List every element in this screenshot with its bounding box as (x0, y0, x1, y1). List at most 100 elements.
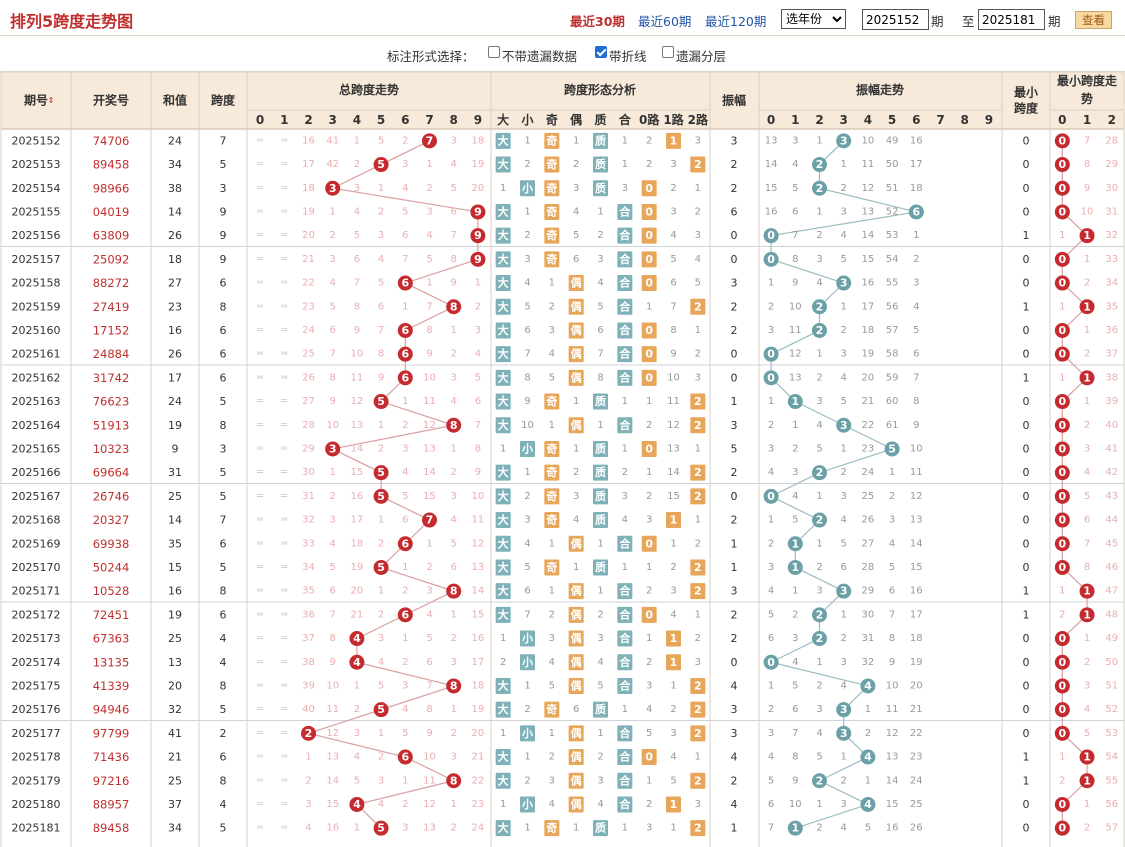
shape-badge-text: 大 (498, 607, 509, 621)
amp-ball-digit: 0 (767, 490, 775, 503)
shape-badge-text: 2 (694, 395, 702, 408)
amp-miss-value: 11 (886, 704, 899, 715)
sum-cell: 25 (168, 774, 182, 787)
span-cell: 6 (220, 324, 227, 337)
option-checkbox-layer[interactable] (662, 46, 674, 58)
shape-badge (568, 535, 584, 552)
shape-miss-value: 3 (573, 183, 579, 194)
option-label: 标注形式选择： (387, 49, 475, 64)
span-miss-value: 1 (426, 538, 432, 549)
recent-30-link[interactable]: 最近30期 (570, 14, 625, 29)
amp-ball (787, 536, 803, 552)
span-miss-value: 6 (451, 562, 457, 573)
recent-120-link[interactable]: 最近120期 (705, 14, 767, 29)
sum-cell: 41 (168, 727, 182, 740)
amp-miss-value: 1 (792, 420, 798, 431)
span-cell: 5 (220, 490, 227, 503)
span-ball-digit: 6 (401, 371, 409, 384)
amp-cell: 0 (731, 490, 738, 503)
amp-miss-value: 14 (886, 775, 899, 786)
shape-miss-value: 9 (524, 396, 530, 407)
sum-cell: 34 (168, 822, 182, 835)
amp-miss-value: 10 (886, 680, 899, 691)
period-from-input[interactable] (862, 9, 929, 30)
option-checkbox-no-miss[interactable] (488, 46, 500, 58)
min-miss-value: 7 (1084, 538, 1090, 549)
shape-badge (617, 369, 633, 386)
shape-badge-text: 大 (498, 536, 509, 550)
shape-miss-value: 4 (646, 704, 652, 715)
recent-60-link[interactable]: 最近60期 (638, 14, 692, 29)
span-miss-value: ═ (280, 301, 288, 312)
span-miss-value: 18 (472, 135, 485, 146)
span-miss-value: 4 (475, 349, 481, 360)
amp-miss-value: 22 (910, 728, 923, 739)
shape-miss-value: 1 (622, 135, 628, 146)
amp-miss-value: 12 (910, 491, 923, 502)
amp-ball (787, 820, 803, 836)
span-miss-value: 24 (302, 325, 315, 336)
amp-miss-value: 3 (841, 657, 847, 668)
amp-miss-value: 26 (910, 823, 923, 834)
sort-updown-icon[interactable]: ⇕ (48, 96, 55, 105)
span-miss-value: 4 (426, 230, 432, 241)
min-ball (1054, 157, 1070, 173)
shape-miss-value: 4 (524, 278, 530, 289)
span-miss-value: 13 (472, 562, 485, 573)
amp-miss-value: 5 (816, 752, 822, 763)
amp-miss-value: 3 (816, 704, 822, 715)
shape-miss-value: 1 (646, 301, 652, 312)
min-ball-digit: 1 (1083, 751, 1091, 764)
amp-miss-value: 4 (768, 752, 774, 763)
option-layer-label[interactable]: 遗漏分层 (676, 49, 727, 64)
min-ball (1054, 536, 1070, 552)
span-ball (397, 749, 413, 765)
shape-badge-text: 合 (619, 228, 631, 242)
amp-miss-value: 1 (841, 609, 847, 620)
period-to-input[interactable] (978, 9, 1045, 30)
min-ball (1054, 796, 1070, 812)
min-ball (1054, 725, 1070, 741)
min-ball (1054, 559, 1070, 575)
shape-badge-text: 2 (694, 466, 702, 479)
min-ball-digit: 0 (1059, 134, 1067, 147)
min-ball-digit: 1 (1083, 300, 1091, 313)
span-ball-digit: 4 (353, 632, 361, 645)
option-line-label[interactable]: 带折线 (609, 49, 647, 64)
shape-badge-text: 质 (595, 441, 606, 455)
period-cell: 2025176 (12, 703, 61, 716)
min-ball-digit: 0 (1059, 419, 1067, 432)
span-miss-value: 1 (451, 609, 457, 620)
year-select[interactable]: 选年份 (781, 9, 846, 29)
shape-badge (641, 440, 657, 457)
number-cell: 67363 (93, 632, 130, 646)
amp-miss-value: 6 (913, 349, 919, 360)
option-checkbox-line[interactable] (595, 46, 607, 58)
amp-miss-value: 22 (862, 420, 875, 431)
view-button[interactable]: 查看 (1075, 11, 1112, 29)
amp-digit-header: 2 (815, 113, 823, 127)
amp-cell: 3 (731, 703, 738, 716)
period-header[interactable]: 期号 (24, 93, 48, 108)
span-miss-value: 1 (451, 325, 457, 336)
amp-miss-value: 5 (792, 183, 798, 194)
amp-miss-value: 4 (889, 538, 895, 549)
amp-miss-value: 28 (862, 562, 875, 573)
min-ball-digit: 0 (1059, 632, 1067, 645)
span-miss-value: 1 (354, 680, 360, 691)
span-miss-value: ═ (280, 704, 288, 715)
amp-miss-value: 54 (886, 254, 899, 265)
shape-badge-text: 0 (645, 371, 653, 384)
min-miss-value: 6 (1084, 515, 1090, 526)
amp-ball (836, 133, 852, 149)
amp-miss-value: 5 (792, 515, 798, 526)
amp-miss-value: 7 (768, 823, 774, 834)
span-miss-value: 1 (426, 159, 432, 170)
option-no-miss-label[interactable]: 不带遗漏数据 (502, 49, 578, 64)
shape-badge (617, 275, 633, 292)
span-miss-value: 1 (426, 278, 432, 289)
amp-miss-value: 30 (862, 609, 875, 620)
span-ball (422, 133, 437, 149)
number-cell: 89458 (93, 821, 130, 835)
amp-ball (836, 725, 852, 741)
